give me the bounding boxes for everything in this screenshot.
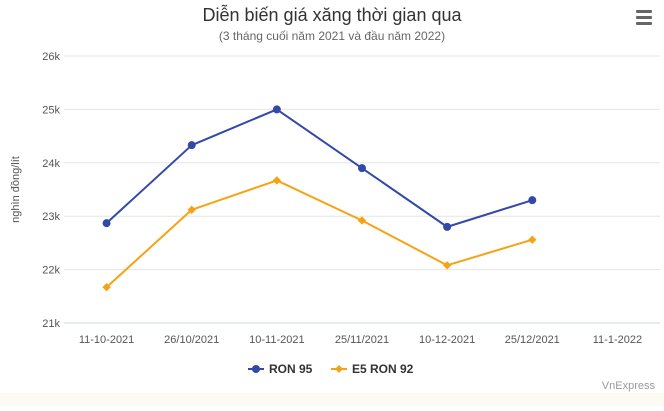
data-point [442,261,452,270]
legend-label: E5 RON 92 [352,362,414,376]
series-line [105,179,533,288]
data-point [187,205,196,214]
data-point [528,235,537,244]
x-tick-label: 11-10-2021 [79,334,134,346]
data-point [187,141,196,150]
data-point [102,283,111,292]
legend-marker [335,365,343,373]
menu-bar [636,22,652,25]
y-tick-label: 25k [42,104,60,116]
data-point [102,219,111,228]
x-tick-label: 10-12-2021 [419,334,475,346]
x-tick-label: 11-1-2022 [593,334,642,346]
data-point [272,176,282,185]
data-point [528,196,537,205]
y-tick-label: 26k [42,51,60,63]
y-axis-title: nghìn đồng/lít [10,156,22,223]
menu-bar [636,10,652,13]
legend-marker [252,365,260,373]
menu-bar [636,16,652,19]
credit-text: VnExpress [602,380,656,392]
y-tick-label: 23k [42,211,60,223]
x-tick-label: 25/12/2021 [505,334,560,346]
x-tick-label: 10-11-2021 [249,334,304,346]
x-tick-label: 26/10/2021 [164,334,219,346]
footer-band [0,393,664,406]
data-point [272,105,281,114]
y-tick-label: 24k [42,158,60,170]
data-point [443,222,452,231]
hamburger-menu-icon[interactable] [630,6,658,28]
chart-subtitle: (3 tháng cuối năm 2021 và đầu năm 2022) [219,29,445,43]
data-point [358,164,366,173]
legend-label: RON 95 [269,362,313,376]
y-tick-label: 21k [42,318,60,330]
series-line [105,108,533,228]
data-point [357,216,367,225]
x-tick-label: 25/11/2021 [335,334,389,346]
chart-title: Diễn biến giá xăng thời gian qua [203,4,463,25]
y-tick-label: 22k [42,265,60,277]
